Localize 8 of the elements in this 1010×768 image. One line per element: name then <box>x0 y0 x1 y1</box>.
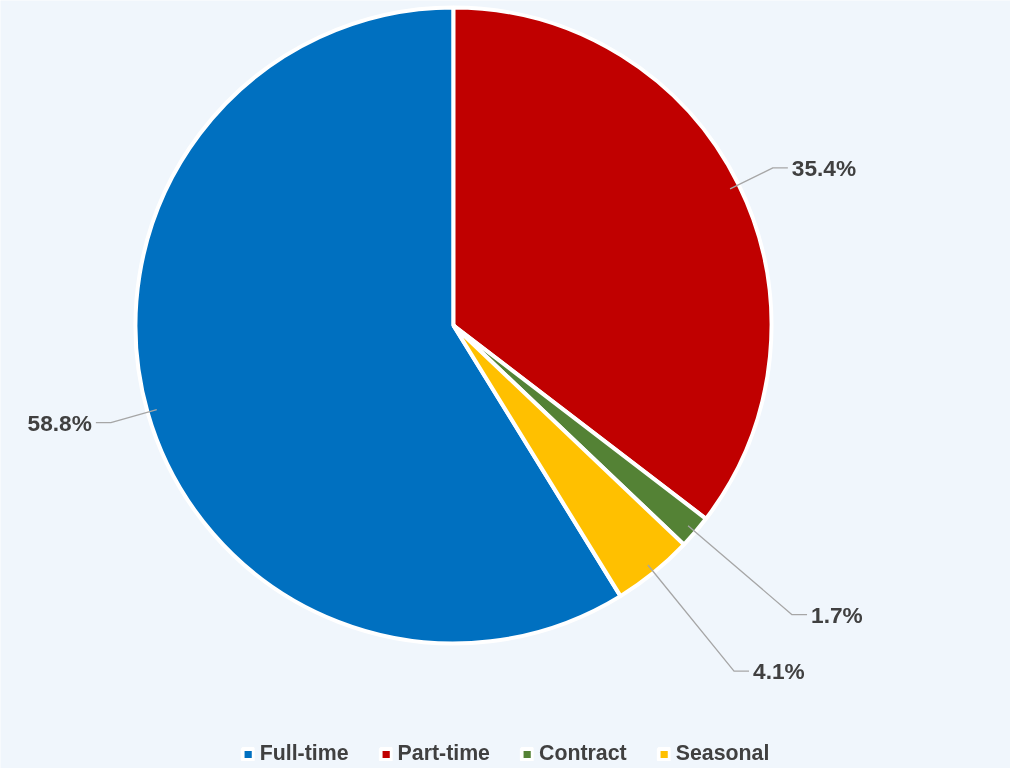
legend-label: Seasonal <box>675 741 770 766</box>
data-label: 1.7% <box>811 601 863 628</box>
legend-label: Part-time <box>397 741 490 766</box>
legend-label: Contract <box>538 741 627 766</box>
data-label: 58.8% <box>27 409 92 436</box>
legend-label: Full-time <box>259 741 349 766</box>
data-label: 35.4% <box>791 154 857 181</box>
data-label: 4.1% <box>753 658 805 685</box>
